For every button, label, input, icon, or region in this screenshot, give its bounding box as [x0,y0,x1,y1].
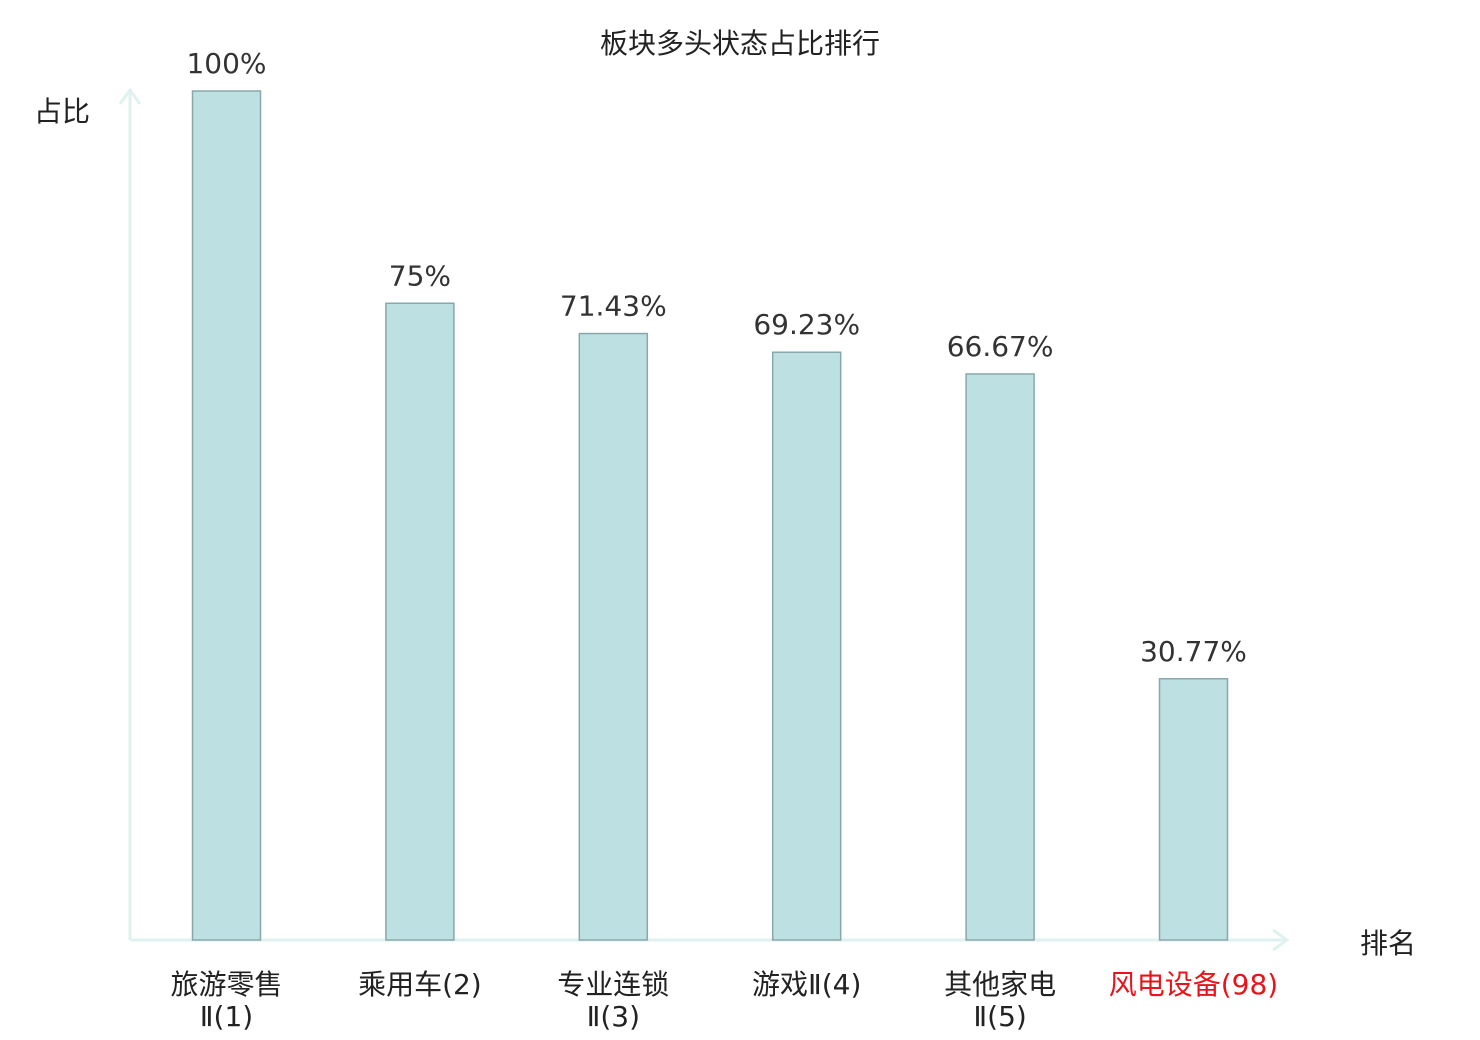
data-label: 69.23% [753,308,860,341]
x-tick-label: 其他家电 [944,968,1056,1001]
data-label: 66.67% [947,330,1054,363]
bar [965,373,1035,941]
x-tick-label-line2: Ⅱ(5) [973,1000,1026,1033]
bar [771,351,842,941]
bar [578,332,649,941]
x-axis-arrow [1272,928,1290,952]
x-tick-label: 风电设备(98) [1109,968,1278,1001]
bar [191,90,262,941]
data-label: 75% [389,259,451,292]
bar [1158,678,1229,941]
bar [385,302,455,941]
x-tick-label: 乘用车(2) [358,968,482,1001]
x-tick-label-line2: Ⅱ(3) [587,1000,640,1033]
chart-title: 板块多头状态占比排行 [599,27,880,60]
data-label: 100% [186,47,266,80]
y-axis-arrow [118,87,142,105]
x-tick-label: 专业连锁 [557,968,669,1001]
x-tick-label-line2: Ⅱ(1) [200,1000,253,1033]
x-tick-label: 旅游零售 [170,968,282,1001]
x-axis-label: 排名 [1360,927,1417,960]
y-axis-label: 占比 [34,95,91,128]
x-tick-label: 游戏Ⅱ(4) [752,968,861,1001]
data-label: 71.43% [560,290,667,323]
data-label: 30.77% [1140,635,1247,668]
